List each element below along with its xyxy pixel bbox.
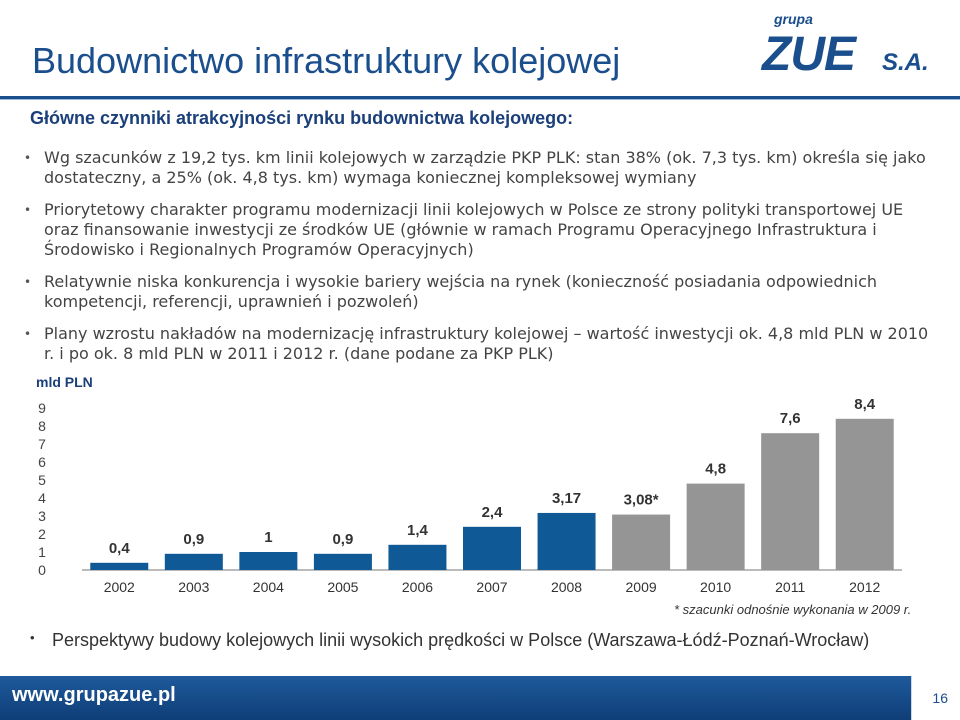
data-label: 4,8 (705, 461, 726, 478)
title-rule-light (0, 99, 960, 100)
footer-website-link[interactable]: www.grupazue.pl (12, 684, 176, 706)
bar (388, 544, 447, 570)
y-tick-label: 0 (38, 562, 46, 578)
zue-logo: grupa ZUE S.A. (760, 12, 929, 81)
logo-main: ZUE (760, 28, 858, 81)
x-tick-label: 2008 (551, 579, 582, 595)
bar (90, 562, 149, 570)
bullet-list: Wg szacunków z 19,2 tys. km linii kolejo… (22, 148, 934, 376)
data-label: 7,6 (780, 410, 801, 427)
data-label: 0,9 (332, 531, 353, 548)
bullet-dot: • (30, 630, 35, 645)
data-label: 3,08* (624, 492, 659, 509)
section-subtitle: Główne czynniki atrakcyjności rynku budo… (30, 108, 574, 128)
data-label: 0,4 (109, 540, 131, 557)
x-tick-label: 2010 (700, 579, 731, 595)
bullet-item: Priorytetowy charakter programu moderniz… (22, 200, 934, 260)
bottom-bullet-text: Perspektywy budowy kolejowych linii wyso… (52, 630, 870, 650)
chart-footnote: * szacunki odnośnie wykonania w 2009 r. (674, 602, 912, 617)
y-tick-label: 6 (38, 454, 46, 470)
y-tick-label: 2 (38, 526, 46, 542)
data-label: 8,4 (854, 396, 876, 413)
footer-bar: www.grupazue.pl 16 (0, 676, 960, 720)
title-rule (0, 96, 960, 99)
bar (313, 553, 372, 570)
bar (239, 552, 298, 570)
data-label: 1 (264, 529, 272, 546)
investment-bar-chart: mld PLN 0 1 2 3 4 5 6 7 8 9 0,4 2002 0,9 2003 1 2004 0,9 2… (36, 374, 902, 595)
bullet-item: Wg szacunków z 19,2 tys. km linii kolejo… (22, 148, 934, 188)
bar (835, 418, 894, 570)
y-axis-label: mld PLN (36, 374, 93, 390)
y-tick-label: 5 (38, 472, 46, 488)
bar (761, 433, 820, 570)
x-tick-label: 2012 (849, 579, 880, 595)
page-title: Budownictwo infrastruktury kolejowej (32, 40, 621, 81)
x-tick-label: 2007 (476, 579, 507, 595)
x-tick-label: 2011 (775, 579, 805, 595)
y-tick-label: 1 (38, 544, 46, 560)
x-tick-label: 2009 (626, 579, 657, 595)
logo-grupa: grupa (773, 12, 813, 27)
bar (612, 514, 671, 570)
data-label: 3,17 (552, 490, 581, 507)
x-tick-label: 2005 (327, 579, 358, 595)
data-label: 0,9 (183, 531, 204, 548)
x-tick-label: 2003 (178, 579, 209, 595)
y-tick-label: 7 (38, 436, 46, 452)
page-number: 16 (932, 690, 948, 706)
y-tick-label: 4 (38, 490, 46, 506)
bar (686, 483, 745, 570)
x-tick-label: 2002 (104, 579, 135, 595)
logo-suffix: S.A. (882, 49, 929, 76)
bottom-bullet: • Perspektywy budowy kolejowych linii wy… (30, 630, 869, 651)
page-number-box: 16 (911, 676, 960, 720)
bar (164, 553, 223, 570)
y-tick-label: 8 (38, 418, 46, 434)
data-label: 2,4 (482, 504, 504, 521)
y-tick-label: 9 (38, 400, 46, 416)
x-tick-label: 2006 (402, 579, 433, 595)
y-tick-label: 3 (38, 508, 46, 524)
data-label: 1,4 (407, 522, 429, 539)
bullet-item: Plany wzrostu nakładów na modernizację i… (22, 324, 934, 364)
x-tick-label: 2004 (253, 579, 284, 595)
bar (537, 512, 596, 570)
bullet-item: Relatywnie niska konkurencja i wysokie b… (22, 272, 934, 312)
bar (463, 526, 521, 570)
